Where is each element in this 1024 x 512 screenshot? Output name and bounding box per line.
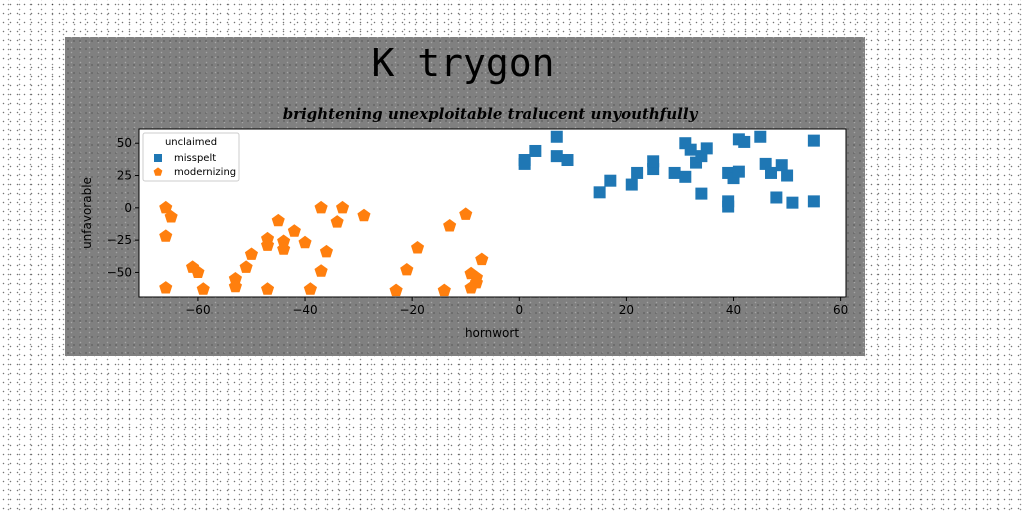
- legend: unclaimed misspelt modernizing: [142, 132, 240, 182]
- modernizing-point: [244, 247, 258, 260]
- modernizing-point: [475, 252, 489, 266]
- modernizing-point: [314, 200, 328, 214]
- x-tick-label: 60: [833, 303, 848, 317]
- modernizing-point: [298, 235, 312, 249]
- data-points: [159, 130, 820, 297]
- legend-label-misspelt: misspelt: [174, 153, 216, 164]
- modernizing-point: [261, 238, 275, 251]
- modernizing-point: [303, 282, 317, 295]
- x-tick-label: −40: [292, 303, 317, 317]
- y-tick-label: −25: [107, 233, 132, 247]
- x-tick-label: 20: [619, 303, 634, 317]
- modernizing-point: [196, 282, 210, 295]
- misspelt-point: [754, 130, 767, 143]
- legend-marker-misspelt: [154, 154, 162, 162]
- modernizing-point: [389, 283, 403, 297]
- modernizing-point: [314, 264, 328, 277]
- chart-title: K trygon: [371, 41, 554, 85]
- modernizing-point: [261, 282, 275, 295]
- misspelt-point: [770, 191, 783, 204]
- misspelt-point: [738, 135, 751, 148]
- modernizing-point: [287, 224, 301, 237]
- modernizing-point: [159, 229, 173, 242]
- misspelt-point: [625, 178, 638, 191]
- misspelt-point: [518, 154, 531, 167]
- misspelt-point: [631, 166, 644, 179]
- y-tick-label: 50: [117, 136, 132, 150]
- misspelt-point: [593, 186, 606, 199]
- modernizing-point: [191, 265, 205, 278]
- y-axis-ticks: −50 −25 0 25 50: [107, 136, 139, 279]
- x-tick-label: −60: [185, 303, 210, 317]
- x-axis-ticks: −60 −40 −20 0 20 40 60: [185, 297, 848, 317]
- misspelt-point: [695, 187, 708, 200]
- misspelt-point: [647, 155, 660, 168]
- x-tick-label: −20: [399, 303, 424, 317]
- misspelt-point: [550, 150, 563, 163]
- misspelt-point: [679, 170, 692, 183]
- misspelt-point: [684, 143, 697, 156]
- misspelt-point: [786, 196, 799, 209]
- misspelt-point: [765, 166, 778, 179]
- x-tick-label: 0: [515, 303, 523, 317]
- modernizing-point: [459, 207, 473, 220]
- modernizing-point: [411, 241, 425, 254]
- modernizing-point: [239, 260, 253, 273]
- modernizing-point: [277, 234, 291, 247]
- series-misspelt: [518, 130, 820, 213]
- modernizing-point: [228, 279, 242, 293]
- y-tick-label: 0: [124, 201, 132, 215]
- misspelt-point: [561, 154, 574, 167]
- modernizing-point: [336, 200, 350, 214]
- modernizing-point: [330, 215, 344, 228]
- chart-subtitle: brightening unexploitable tralucent unyo…: [283, 105, 699, 123]
- scatter-chart: K trygon brightening unexploitable tralu…: [80, 41, 848, 340]
- misspelt-point: [807, 195, 820, 208]
- misspelt-point: [807, 134, 820, 147]
- y-tick-label: −50: [107, 265, 132, 279]
- modernizing-point: [159, 281, 173, 294]
- legend-title: unclaimed: [165, 137, 217, 148]
- misspelt-point: [550, 130, 563, 143]
- misspelt-point: [732, 165, 745, 178]
- misspelt-point: [775, 159, 788, 172]
- modernizing-point: [437, 283, 451, 297]
- misspelt-point: [700, 142, 713, 155]
- modernizing-point: [400, 263, 414, 276]
- misspelt-point: [604, 174, 617, 187]
- misspelt-point: [781, 169, 794, 182]
- misspelt-point: [529, 144, 542, 157]
- legend-label-modernizing: modernizing: [174, 167, 236, 178]
- modernizing-point: [159, 200, 173, 214]
- modernizing-point: [357, 208, 371, 222]
- modernizing-point: [469, 270, 483, 284]
- modernizing-point: [228, 272, 242, 285]
- x-tick-label: 40: [726, 303, 741, 317]
- misspelt-point: [759, 157, 772, 170]
- modernizing-point: [164, 210, 178, 223]
- figure-panel: K trygon brightening unexploitable tralu…: [65, 37, 865, 356]
- legend-marker-modernizing: [153, 167, 163, 176]
- modernizing-point: [443, 219, 457, 232]
- x-axis-label: hornwort: [465, 326, 519, 340]
- misspelt-point: [668, 166, 681, 179]
- legend-box: [142, 132, 240, 182]
- y-tick-label: 25: [117, 169, 132, 183]
- y-axis-label: unfavorable: [80, 177, 94, 249]
- plot-area: [138, 128, 847, 298]
- misspelt-point: [722, 200, 735, 213]
- modernizing-point: [277, 242, 291, 255]
- series-modernizing: [159, 200, 489, 297]
- modernizing-point: [271, 213, 285, 227]
- modernizing-point: [319, 244, 333, 258]
